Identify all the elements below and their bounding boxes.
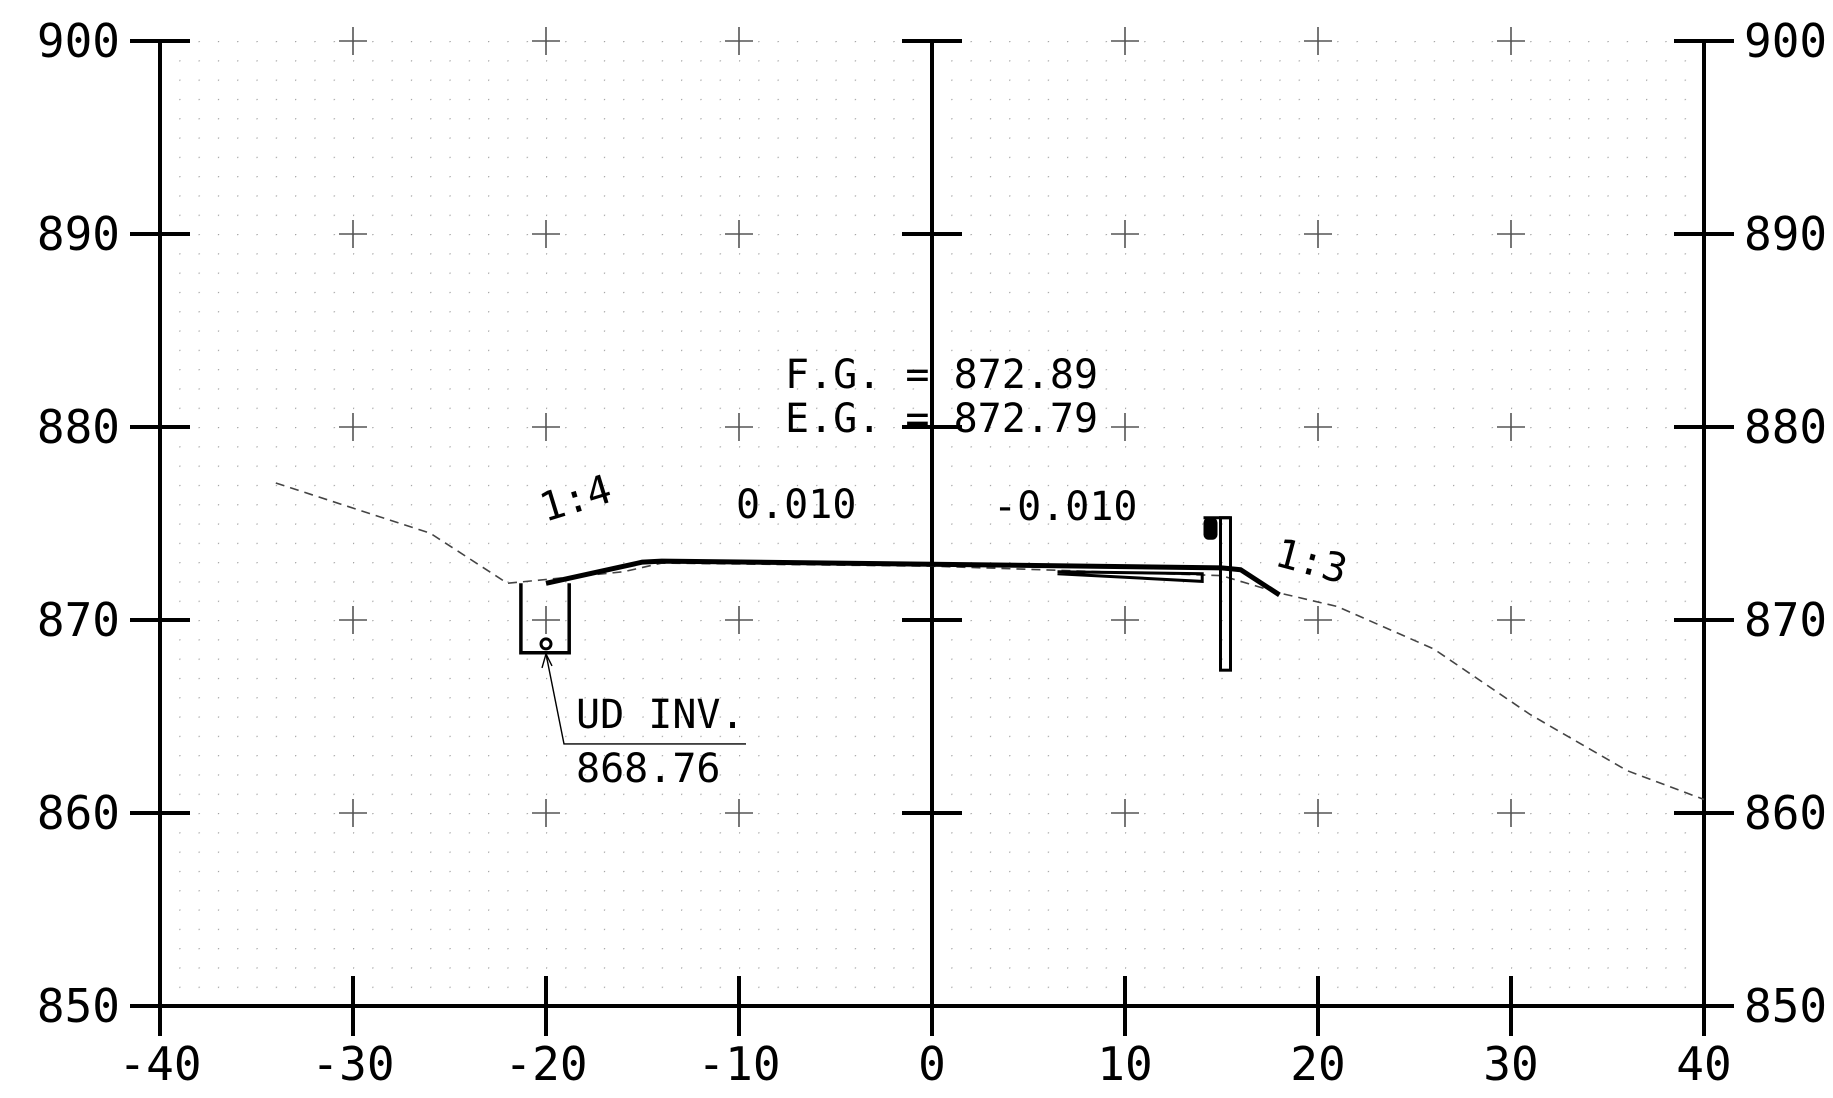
y-tick-label-left: 890 (37, 207, 120, 261)
tick-marks (130, 39, 1734, 1036)
y-tick-label-left: 880 (37, 400, 120, 454)
y-tick-label-left: 900 (37, 14, 120, 68)
existing-grade-label: E.G. = 872.79 (785, 396, 1098, 442)
existing-ground-profile (275, 482, 1705, 801)
x-tick-label: 30 (1483, 1037, 1538, 1091)
section-features (519, 516, 1232, 745)
grid-cross (339, 413, 367, 441)
grid-cross (1304, 799, 1332, 827)
y-tick-label-right: 860 (1744, 786, 1827, 840)
finished-grade-profile (545, 558, 1281, 597)
grid-cross (725, 606, 753, 634)
y-tick-label-left: 850 (37, 979, 120, 1033)
grid-cross (725, 799, 753, 827)
grid-cross (1497, 606, 1525, 634)
underdrain-elevation-label: 868.76 (576, 746, 721, 792)
x-tick-label: -30 (311, 1037, 394, 1091)
grid-cross (725, 413, 753, 441)
x-tick-label: 20 (1290, 1037, 1345, 1091)
grid-cross (1497, 413, 1525, 441)
grid-cross (1304, 413, 1332, 441)
guardrail-blockout (1203, 517, 1218, 540)
y-tick-label-right: 870 (1744, 593, 1827, 647)
left-cross-slope-label: 0.010 (736, 482, 856, 528)
x-tick-label: -20 (504, 1037, 587, 1091)
underdrain-trench (519, 583, 571, 655)
x-tick-labels: -40 -30 -20 -10 0 10 20 30 40 (118, 1037, 1731, 1091)
grid-cross (1111, 220, 1139, 248)
x-tick-label: -40 (118, 1037, 201, 1091)
x-tick-label: 0 (918, 1037, 946, 1091)
x-tick-label: -10 (697, 1037, 780, 1091)
grid-cross (339, 220, 367, 248)
y-tick-label-right: 900 (1744, 14, 1827, 68)
proposed-section (545, 558, 1281, 597)
grid-cross (1111, 799, 1139, 827)
y-tick-label-left: 870 (37, 593, 120, 647)
grid-cross (1111, 27, 1139, 55)
underdrain-leader (545, 653, 746, 745)
grid-cross (339, 606, 367, 634)
grid-cross (725, 27, 753, 55)
grid-cross (1497, 27, 1525, 55)
grid-cross (1304, 27, 1332, 55)
grid-cross (1111, 606, 1139, 634)
grid-cross (532, 606, 560, 634)
x-tick-label: 10 (1097, 1037, 1152, 1091)
right-cross-slope-label: -0.010 (993, 484, 1138, 530)
underdrain-pipe (539, 637, 553, 651)
grid-cross (1304, 220, 1332, 248)
underdrain-label: UD INV. (576, 692, 745, 738)
finished-grade-label: F.G. = 872.89 (785, 352, 1098, 398)
grid-cross (725, 220, 753, 248)
existing-ground-line (275, 482, 1705, 801)
y-tick-label-left: 860 (37, 786, 120, 840)
y-tick-label-right: 890 (1744, 207, 1827, 261)
grid-cross (532, 799, 560, 827)
underdrain-arrowhead (541, 652, 553, 669)
y-tick-labels-left: 850 860 870 880 890 900 (37, 14, 120, 1033)
y-tick-label-right: 880 (1744, 400, 1827, 454)
x-tick-label: 40 (1676, 1037, 1731, 1091)
shoulder-slab (1057, 570, 1204, 583)
grid-cross (1497, 799, 1525, 827)
grid-cross (532, 220, 560, 248)
grid-cross (532, 27, 560, 55)
grid-cross (1497, 220, 1525, 248)
grid-cross (1111, 413, 1139, 441)
grid-cross (339, 27, 367, 55)
y-tick-labels-right: 850 860 870 880 890 900 (1744, 14, 1827, 1033)
y-tick-label-right: 850 (1744, 979, 1827, 1033)
grid-crosses (339, 27, 1525, 827)
grid-cross (532, 413, 560, 441)
grid-cross (339, 799, 367, 827)
grid-cross (1304, 606, 1332, 634)
